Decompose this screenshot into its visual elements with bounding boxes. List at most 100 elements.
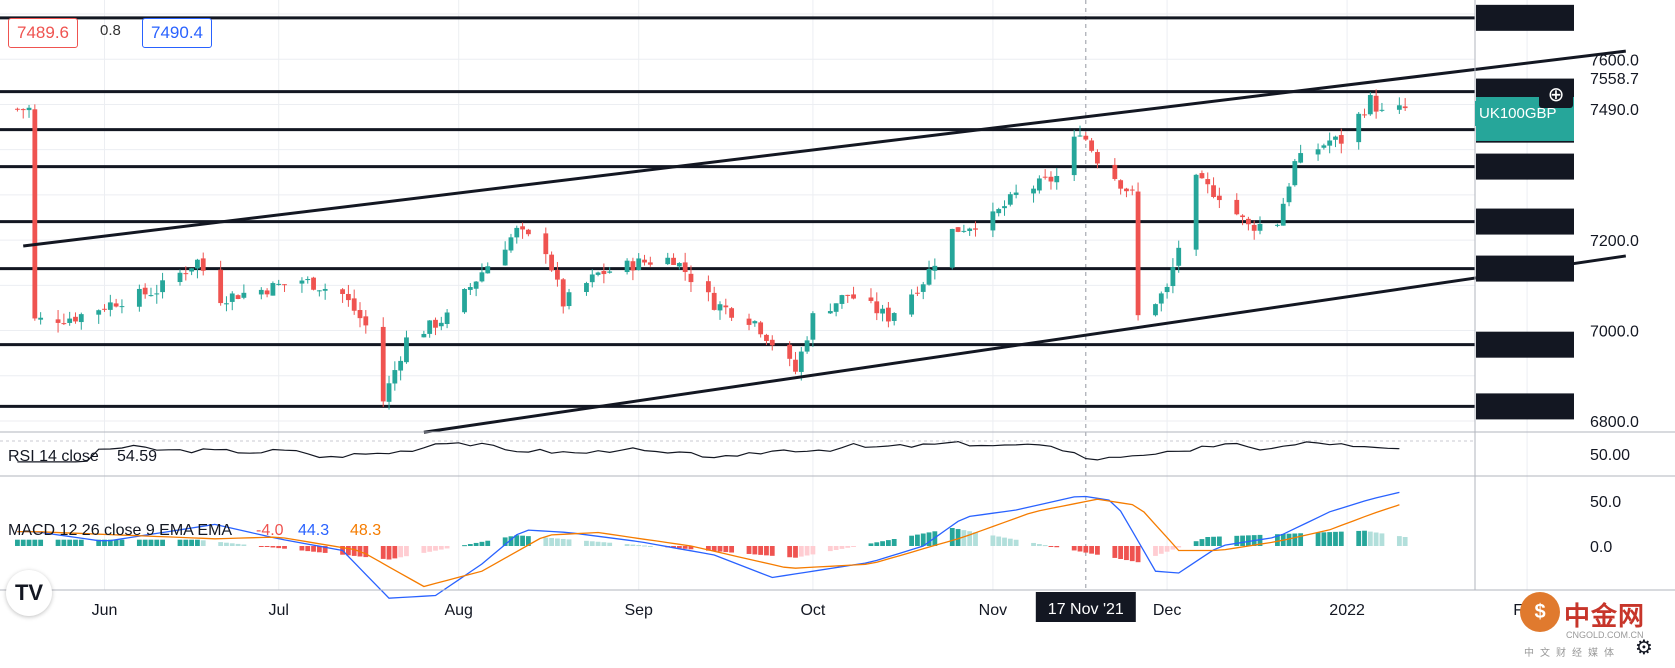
- candle-body: [502, 249, 508, 266]
- macd-histogram-bar: [520, 535, 525, 546]
- macd-histogram-bar: [1193, 541, 1199, 546]
- macd-histogram-bar: [177, 539, 183, 546]
- candle-body: [26, 107, 32, 111]
- level-label-box: [1476, 255, 1574, 282]
- candle-body: [1193, 174, 1199, 250]
- macd-histogram-bar: [729, 546, 735, 553]
- candle-body: [1251, 224, 1257, 231]
- candle-body: [595, 272, 601, 275]
- candle-body: [1333, 136, 1338, 140]
- macd-histogram-bar: [316, 546, 322, 553]
- macd-histogram-bar: [398, 546, 404, 558]
- y-tick-label: 7600.0: [1590, 52, 1639, 69]
- macd-histogram-bar: [671, 546, 676, 548]
- macd-histogram-bar: [601, 542, 607, 546]
- macd-histogram-bar: [241, 544, 247, 546]
- trendlines[interactable]: [23, 49, 1627, 434]
- macd-histogram-bar: [386, 546, 392, 560]
- candle-body: [787, 344, 793, 359]
- macd-histogram-bar: [1077, 546, 1083, 552]
- candle-body: [1199, 173, 1205, 179]
- candle-body: [996, 209, 1002, 214]
- candle-body: [874, 301, 880, 314]
- candle-body: [584, 283, 589, 293]
- candle-body: [119, 306, 125, 308]
- candle-body: [508, 237, 514, 251]
- candle-body: [717, 304, 723, 311]
- candle-body: [345, 293, 351, 301]
- candle-body: [1089, 140, 1095, 151]
- ask-price[interactable]: 7490.4: [142, 18, 212, 48]
- macd-histogram-bar: [961, 530, 967, 546]
- macd-histogram-bar: [746, 546, 752, 554]
- level-label-box: [1476, 393, 1574, 420]
- macd-histogram-bar: [1216, 536, 1222, 546]
- bid-price[interactable]: 7489.6: [8, 18, 78, 48]
- candle-body: [1112, 164, 1118, 179]
- macd-histogram-bar: [136, 539, 142, 546]
- countdown-label: 12:36:17: [1587, 121, 1649, 138]
- horizontal-levels[interactable]: [0, 16, 1475, 408]
- macd-histogram-bar: [1002, 537, 1007, 546]
- macd-histogram-bar: [276, 546, 282, 549]
- x-tick-label: Dec: [1153, 602, 1181, 619]
- macd-histogram-bar: [787, 546, 793, 558]
- candle-body: [1379, 109, 1385, 111]
- rsi-line: [17, 440, 1400, 463]
- candle-body: [1292, 161, 1298, 186]
- macd-histogram-bar: [392, 546, 398, 559]
- macd-histogram-bar: [485, 540, 491, 546]
- candle-body: [229, 293, 235, 302]
- candle-body: [601, 270, 607, 275]
- add-level-button[interactable]: ⊕: [1539, 82, 1573, 108]
- macd-histogram-bar: [113, 539, 119, 546]
- tradingview-logo-icon[interactable]: TV: [6, 570, 52, 616]
- candle-body: [705, 281, 711, 293]
- candle-body: [793, 359, 798, 372]
- candle-body: [224, 303, 229, 305]
- candle-body: [1164, 286, 1170, 293]
- macd-histogram-bar: [404, 546, 409, 557]
- candle-body: [386, 383, 392, 402]
- macd-histogram-bar: [467, 544, 473, 546]
- macd-histogram-bar: [1286, 533, 1292, 546]
- candle-body: [1054, 175, 1060, 183]
- macd-histogram-bar: [636, 545, 642, 547]
- macd-histogram-bar: [973, 532, 978, 546]
- candle-body: [427, 320, 433, 334]
- macd-histogram-bar: [1245, 535, 1251, 546]
- macd-histogram-bar: [543, 537, 549, 546]
- candle-body: [73, 316, 78, 322]
- x-tick-label: Nov: [979, 602, 1007, 619]
- candle-body: [195, 259, 200, 269]
- candle-body: [839, 295, 845, 304]
- candle-body: [1280, 203, 1286, 226]
- macd-histogram-bar: [1356, 530, 1362, 546]
- macd-histogram-bar: [78, 539, 84, 546]
- candle-body: [520, 226, 525, 230]
- candle-body: [1077, 135, 1083, 137]
- trendline[interactable]: [23, 49, 1626, 248]
- candle-body: [1083, 135, 1089, 140]
- macd-histogram-bar: [624, 544, 630, 546]
- macd-histogram-bar: [868, 543, 874, 546]
- macd-histogram-bar: [73, 539, 78, 546]
- candle-body: [107, 302, 113, 310]
- macd-line: [17, 491, 1400, 599]
- macd-histogram-bar: [810, 546, 816, 555]
- macd-histogram-bar: [1402, 537, 1408, 546]
- macd-histogram-bar: [1112, 546, 1118, 558]
- macd-histogram-bar: [920, 533, 926, 546]
- macd-histogram-bar: [1333, 531, 1338, 546]
- candle-body: [67, 318, 73, 323]
- candle-body: [1042, 176, 1048, 178]
- macd-histogram-bar: [1129, 546, 1135, 562]
- macd-histogram-bar: [345, 546, 351, 556]
- candle-body: [1170, 267, 1176, 287]
- y-tick-label: 7200.0: [1590, 233, 1639, 250]
- macd-histogram-bar: [1327, 532, 1333, 546]
- candle-body: [688, 273, 694, 283]
- settings-gear-icon[interactable]: ⚙: [1635, 637, 1653, 659]
- trendline[interactable]: [423, 254, 1627, 434]
